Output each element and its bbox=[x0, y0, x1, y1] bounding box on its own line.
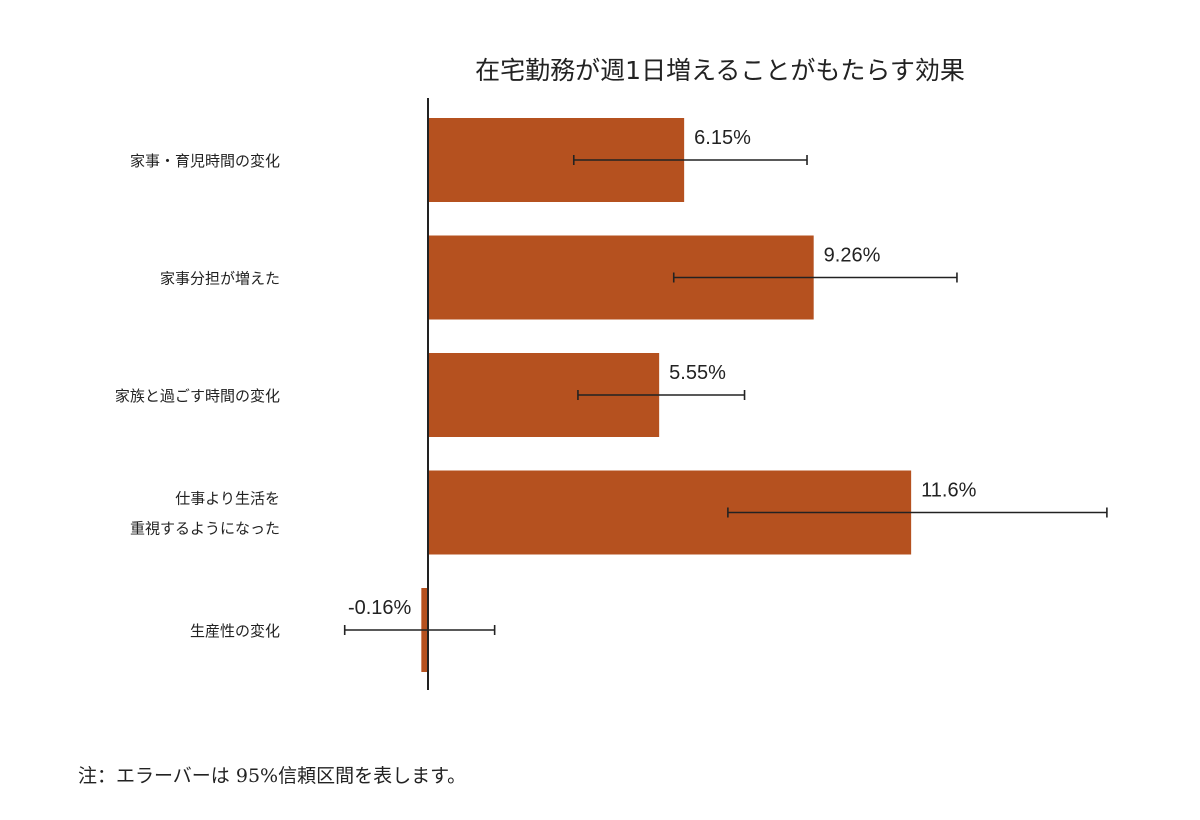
category-label-3-line-0: 仕事より生活を bbox=[175, 490, 280, 508]
chart: 在宅勤務が週1日増えることがもたらす効果 6.15% 家事・育児時間の変化 9.26… bbox=[115, 56, 1108, 690]
value-label-3: 11.6% bbox=[921, 480, 976, 502]
value-label-4: -0.16% bbox=[348, 597, 412, 619]
value-label-1: 9.26% bbox=[824, 245, 881, 267]
value-label-2: 5.55% bbox=[669, 362, 726, 384]
category-label-2: 家族と過ごす時間の変化 bbox=[115, 387, 280, 405]
category-label-3-line-1: 重視するようになった bbox=[130, 520, 280, 538]
labels-layer: 6.15% 家事・育児時間の変化 9.26% 家事分担が増えた 5.55% 家族と過ごす時… bbox=[115, 127, 977, 640]
error-bars-layer bbox=[343, 155, 1108, 635]
footnote: 注：エラーバーは 95%信頼区間を表します。 bbox=[78, 765, 467, 787]
category-label-0: 家事・育児時間の変化 bbox=[130, 152, 280, 170]
value-label-0: 6.15% bbox=[694, 127, 751, 149]
category-label-1: 家事分担が増えた bbox=[160, 270, 280, 288]
category-label-4: 生産性の変化 bbox=[190, 622, 280, 640]
chart-title: 在宅勤務が週1日増えることがもたらす効果 bbox=[475, 56, 965, 85]
